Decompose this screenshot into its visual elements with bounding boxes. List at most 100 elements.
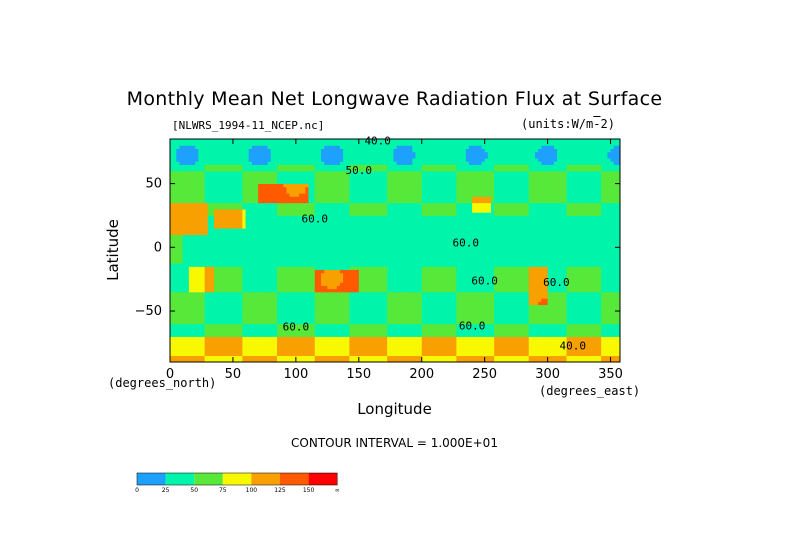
heatmap-cell (339, 253, 344, 258)
heatmap-cell (198, 269, 202, 274)
heatmap-cell (434, 295, 438, 299)
heatmap-cell (424, 330, 429, 334)
heatmap-cell (248, 250, 253, 255)
heatmap-cell (371, 339, 375, 344)
heatmap-cell (557, 275, 561, 280)
heatmap-cell (299, 301, 303, 306)
heatmap-cell (525, 320, 530, 325)
heatmap-cell (560, 314, 564, 318)
heatmap-cell (553, 323, 558, 328)
heatmap-cell (591, 339, 596, 344)
heatmap-cell (591, 342, 596, 347)
heatmap-cell (302, 352, 306, 357)
heatmap-cell (487, 301, 492, 306)
heatmap-cell (607, 330, 611, 334)
heatmap-cell (503, 311, 508, 315)
heatmap-cell (270, 304, 275, 309)
heatmap-cell (428, 301, 432, 306)
heatmap-cell (597, 349, 602, 353)
heatmap-cell (226, 260, 231, 264)
heatmap-cell (610, 253, 615, 258)
heatmap-cell (472, 253, 476, 258)
heatmap-cell (478, 349, 482, 353)
heatmap-cell (343, 260, 347, 264)
heatmap-cell (575, 323, 580, 328)
heatmap-cell (207, 326, 212, 331)
heatmap-cell (289, 307, 294, 312)
heatmap-cell (434, 323, 438, 328)
heatmap-cell (314, 326, 319, 331)
heatmap-cell (352, 263, 357, 267)
heatmap-cell (308, 301, 313, 306)
heatmap-cell (217, 323, 221, 328)
heatmap-cell (390, 339, 394, 344)
heatmap-cell (434, 346, 438, 350)
heatmap-cell (258, 355, 262, 360)
heatmap-cell (591, 358, 596, 363)
heatmap-cell (324, 250, 328, 255)
heatmap-cell (450, 291, 454, 296)
heatmap-cell (308, 250, 313, 255)
heatmap-cell (607, 342, 611, 347)
file-label: [NLWRS_1994-11_NCEP.nc] (172, 119, 325, 132)
heatmap-cell (415, 275, 419, 280)
heatmap-cell (557, 349, 561, 353)
heatmap-cell (594, 253, 599, 258)
heatmap-cell (173, 330, 177, 334)
heatmap-cell (597, 298, 602, 302)
heatmap-cell (299, 279, 303, 283)
heatmap-cell (591, 260, 596, 264)
heatmap-cell (613, 333, 618, 337)
heatmap-cell (415, 282, 419, 286)
heatmap-cell (377, 253, 382, 258)
heatmap-cell (236, 272, 240, 277)
heatmap-cell (399, 326, 404, 331)
heatmap-cell (437, 311, 442, 315)
heatmap-cell (456, 336, 460, 341)
heatmap-cell (481, 355, 486, 360)
heatmap-cell (509, 355, 514, 360)
heatmap-cell (478, 263, 482, 267)
heatmap-cell (302, 279, 306, 283)
heatmap-cell (566, 317, 571, 321)
heatmap-cell (544, 355, 549, 360)
heatmap-cell (374, 317, 379, 321)
heatmap-cell (610, 275, 615, 280)
heatmap-cell (242, 330, 246, 334)
heatmap-cell (258, 275, 262, 280)
heatmap-cell (588, 336, 593, 341)
heatmap-cell (396, 358, 401, 363)
heatmap-cell (428, 282, 432, 286)
heatmap-cell (261, 298, 265, 302)
heatmap-cell (468, 314, 473, 318)
heatmap-cell (377, 282, 382, 286)
heatmap-cell (361, 266, 366, 271)
heatmap-cell (494, 307, 498, 312)
heatmap-cell (563, 272, 567, 277)
heatmap-cell (528, 288, 533, 293)
heatmap-cell (525, 314, 530, 318)
heatmap-cell (188, 275, 193, 280)
heatmap-cell (349, 288, 353, 293)
heatmap-cell (346, 323, 350, 328)
heatmap-cell (484, 336, 489, 341)
heatmap-cell (409, 282, 413, 286)
heatmap-cell (490, 355, 495, 360)
heatmap-cell (204, 307, 209, 312)
heatmap-cell (396, 355, 401, 360)
heatmap-cell (547, 288, 552, 293)
heatmap-cell (604, 291, 608, 296)
heatmap-cell (283, 317, 287, 321)
heatmap-cell (607, 346, 611, 350)
heatmap-cell (613, 298, 618, 302)
heatmap-cell (443, 326, 448, 331)
heatmap-cell (519, 253, 523, 258)
heatmap-cell (321, 339, 325, 344)
heatmap-cell (428, 352, 432, 357)
heatmap-cell (311, 282, 316, 286)
heatmap-cell (383, 346, 388, 350)
heatmap-cell (179, 349, 183, 353)
heatmap-cell (393, 314, 397, 318)
heatmap-cell (380, 323, 385, 328)
heatmap-cell (217, 285, 221, 290)
